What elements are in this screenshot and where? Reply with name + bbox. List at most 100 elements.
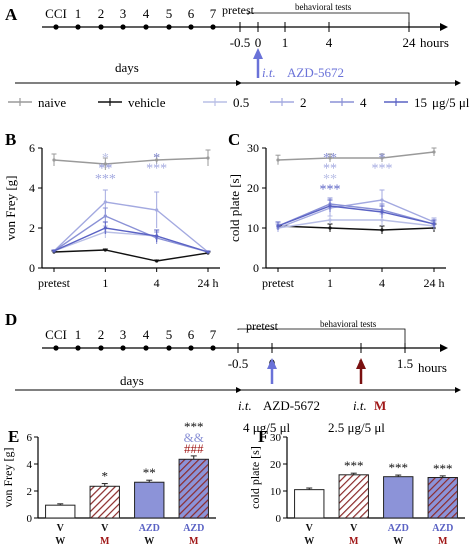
timeline-d-days: days (120, 373, 144, 388)
bar-group-label-top: AZD (432, 523, 453, 534)
y-tick-label: 4 (29, 181, 35, 195)
significance-marker: *** (146, 162, 167, 177)
data-point-d2 (103, 200, 107, 204)
bar-group-label-top: V (57, 523, 65, 534)
y-tick-label: 30 (247, 141, 259, 155)
bar (338, 474, 369, 519)
bar-group-label-top: AZD (139, 523, 160, 534)
data-point-vehicle (380, 228, 384, 232)
timeline-day-dot (188, 345, 194, 351)
timeline-a-it: i.t. (262, 65, 276, 80)
y-tick-label: 0 (253, 261, 259, 275)
bar-group-label-bottom: W (55, 536, 65, 547)
timeline-day-dot (75, 24, 81, 30)
series-line-d15 (277, 205, 435, 227)
bar-significance: ### (184, 441, 204, 456)
series-line-d2 (277, 199, 435, 229)
timeline-day-label: 7 (210, 6, 217, 21)
timeline-d-days-arrowhead (236, 387, 242, 393)
series-line-d4 (277, 203, 435, 227)
y-axis-label: cold plate [s] (227, 174, 242, 242)
data-point-d15 (103, 226, 107, 230)
x-tick-label: 1 (327, 276, 333, 290)
y-tick-label: 6 (27, 432, 33, 444)
bar (178, 458, 209, 519)
timeline-day-dot (120, 24, 126, 30)
timeline-a-days-arrowhead (236, 80, 242, 86)
bar-group-label-bottom: W (144, 536, 154, 547)
bar-group-label-top: AZD (183, 523, 204, 534)
significance-marker: ** (323, 172, 337, 187)
legend-label-d15: 15 (414, 95, 427, 110)
timeline-day-label: CCI (45, 327, 67, 342)
timeline-day-dot (166, 24, 172, 30)
data-point-naive (155, 158, 159, 162)
y-axis-label: von Frey [g] (3, 176, 18, 241)
bar-significance: *** (184, 419, 204, 434)
legend-unit: μg/5 μl (432, 95, 470, 110)
timeline-d-bracket (237, 328, 406, 348)
panel-letter-b: B (5, 130, 16, 149)
significance-marker: ** (323, 162, 337, 177)
timeline-d-it1: i.t. (238, 398, 252, 413)
bar-group-label-bottom: M (438, 536, 448, 547)
legend-label-d05: 0.5 (233, 95, 249, 110)
timeline-d-arrowhead (440, 344, 448, 352)
bar-group-label-bottom: W (393, 536, 403, 547)
data-point-d15 (155, 234, 159, 238)
timeline-day-dot (75, 345, 81, 351)
x-tick-label: 4 (154, 276, 160, 290)
timeline-day-dot (98, 24, 104, 30)
data-point-naive (52, 158, 56, 162)
significance-marker: * (102, 151, 109, 166)
significance-marker: ** (323, 151, 337, 166)
panel-letter-c: C (228, 130, 240, 149)
bar (45, 504, 76, 519)
bar-significance: *** (389, 460, 409, 475)
data-point-d15 (52, 249, 56, 253)
timeline-day-dot (120, 345, 126, 351)
y-tick-label: 0 (29, 261, 35, 275)
timeline-d-pretest: pretest (246, 319, 279, 333)
data-point-d05 (380, 218, 384, 222)
series-line-vehicle (277, 225, 435, 231)
timeline-day-dot (143, 345, 149, 351)
data-point-vehicle (155, 259, 159, 263)
timeline-day-dot (98, 345, 104, 351)
timeline-day-dot (143, 24, 149, 30)
data-point-d15 (432, 222, 436, 226)
data-point-naive (276, 158, 280, 162)
timeline-a-pretest: pretest (222, 3, 255, 17)
bar-significance: *** (344, 458, 364, 473)
bar-group-label-top: V (306, 523, 314, 534)
timeline-d-drug1-arrowhead (267, 358, 277, 369)
significance-marker: * (379, 151, 386, 166)
timeline-day-label: 4 (143, 6, 150, 21)
y-tick-label: 2 (29, 221, 35, 235)
timeline-d-dose2: 2.5 μg/5 μl (328, 420, 385, 435)
timeline-d: D CCI 1 2 3 4 5 6 7 pretest behavioral tests -0… (5, 310, 461, 435)
y-axis-label: cold plate [s] (248, 446, 262, 509)
bar-group-label-top: V (101, 523, 109, 534)
bar-significance: * (102, 469, 109, 484)
bar-group-label-bottom: M (189, 536, 199, 547)
timeline-day-label: 6 (188, 6, 195, 21)
y-tick-label: 0 (276, 513, 282, 525)
timeline-d-hours-arrowhead (455, 387, 461, 393)
timeline-day-dot (188, 24, 194, 30)
data-point-naive (103, 162, 107, 166)
bar (383, 476, 414, 519)
bar-significance: && (184, 430, 204, 445)
x-tick-label: pretest (38, 276, 71, 290)
timeline-d-it2: i.t. (353, 398, 367, 413)
y-tick-label: 20 (247, 181, 259, 195)
timeline-hour-label: 4 (326, 35, 333, 50)
bar (89, 485, 120, 519)
data-point-d2 (380, 198, 384, 202)
legend-label-d4: 4 (360, 95, 367, 110)
significance-marker: ** (98, 162, 112, 177)
data-point-d15 (276, 224, 280, 228)
